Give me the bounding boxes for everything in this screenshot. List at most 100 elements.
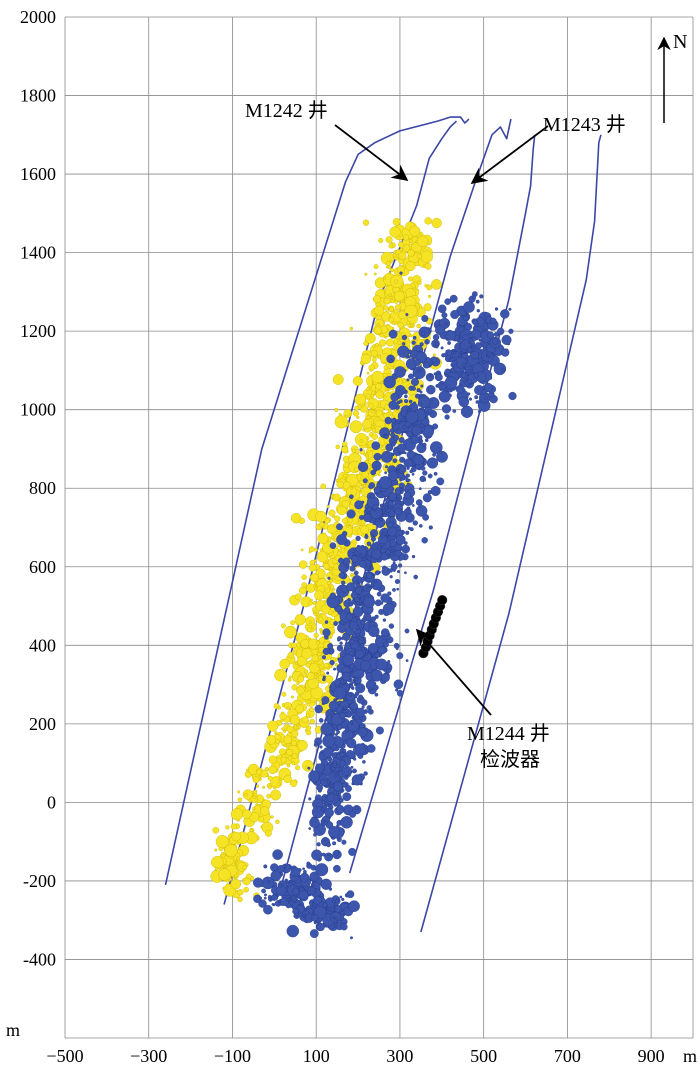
event-point [377, 544, 382, 549]
event-point [432, 334, 440, 341]
event-point [298, 586, 307, 595]
event-point [481, 386, 485, 390]
event-point [376, 518, 381, 523]
event-point [333, 850, 340, 856]
event-point [214, 867, 218, 871]
event-point [418, 367, 423, 372]
event-point [399, 399, 403, 404]
event-point [395, 688, 399, 692]
event-point [417, 402, 423, 407]
event-point [291, 642, 297, 648]
y-tick-label: 2000 [20, 7, 56, 27]
event-point [418, 503, 423, 508]
event-point [230, 823, 237, 830]
event-point [333, 781, 343, 792]
event-point [291, 761, 296, 766]
event-point [467, 379, 472, 384]
event-point [478, 338, 482, 342]
event-point [368, 687, 373, 692]
event-point [333, 686, 347, 700]
y-tick-label: 600 [29, 557, 56, 577]
event-point [316, 650, 320, 654]
event-point [428, 294, 432, 298]
event-point [433, 471, 438, 476]
event-point [333, 864, 341, 873]
event-point [278, 884, 282, 888]
event-point [484, 396, 488, 401]
event-point [406, 466, 410, 470]
event-point [359, 515, 365, 521]
event-point [385, 465, 389, 469]
event-point [306, 861, 311, 866]
event-point [357, 752, 364, 759]
event-point [383, 276, 387, 280]
event-point [370, 578, 383, 591]
event-point [374, 599, 382, 607]
event-point [394, 279, 399, 284]
event-point [438, 390, 451, 403]
event-point [339, 895, 343, 899]
event-point [405, 530, 410, 535]
event-point [260, 769, 268, 778]
y-tick-label: 800 [29, 478, 56, 498]
well-trajectory-m1242 [164, 116, 470, 886]
event-point [327, 804, 331, 808]
y-tick-label: 1600 [20, 164, 56, 184]
event-point [326, 505, 330, 509]
event-point [280, 623, 286, 629]
event-point [221, 851, 225, 855]
event-point [291, 887, 300, 895]
event-point [371, 390, 376, 395]
event-point [317, 533, 329, 545]
event-point [342, 654, 355, 666]
event-point [411, 425, 422, 436]
event-point [439, 380, 444, 385]
event-point [350, 573, 354, 576]
annotation-m1242: M1242 井 [245, 99, 409, 181]
event-point [459, 341, 463, 344]
event-point [401, 334, 408, 341]
event-point [370, 493, 375, 499]
event-point [284, 625, 297, 639]
event-point [396, 587, 400, 591]
event-point [416, 323, 421, 329]
event-point [388, 306, 395, 313]
event-point [301, 574, 307, 580]
event-point [476, 309, 480, 313]
event-point [359, 552, 363, 557]
event-point [288, 675, 292, 679]
event-point [302, 913, 306, 917]
event-point [413, 358, 422, 366]
event-point [470, 350, 480, 360]
event-point [463, 378, 468, 383]
event-point [493, 362, 507, 376]
event-point [365, 333, 376, 344]
event-point [388, 329, 398, 339]
event-point [319, 745, 323, 749]
event-point [397, 322, 404, 329]
event-point [444, 376, 458, 390]
event-point [436, 477, 445, 486]
event-point [361, 500, 365, 504]
event-point [416, 235, 429, 248]
event-point [307, 886, 316, 896]
event-point [320, 779, 328, 787]
event-point [297, 885, 301, 889]
event-point [493, 331, 499, 337]
event-point [318, 521, 325, 528]
event-point [261, 888, 266, 894]
event-point [348, 847, 357, 856]
event-point [395, 647, 399, 651]
event-point [341, 897, 345, 901]
event-point [471, 295, 477, 300]
event-point [237, 790, 241, 794]
event-point [298, 517, 306, 524]
event-point [286, 706, 290, 710]
event-point [482, 360, 486, 364]
event-point [359, 660, 371, 672]
event-point [390, 418, 397, 424]
event-point [326, 554, 330, 558]
event-point [290, 867, 301, 878]
event-point [351, 633, 357, 638]
event-point [360, 620, 365, 625]
